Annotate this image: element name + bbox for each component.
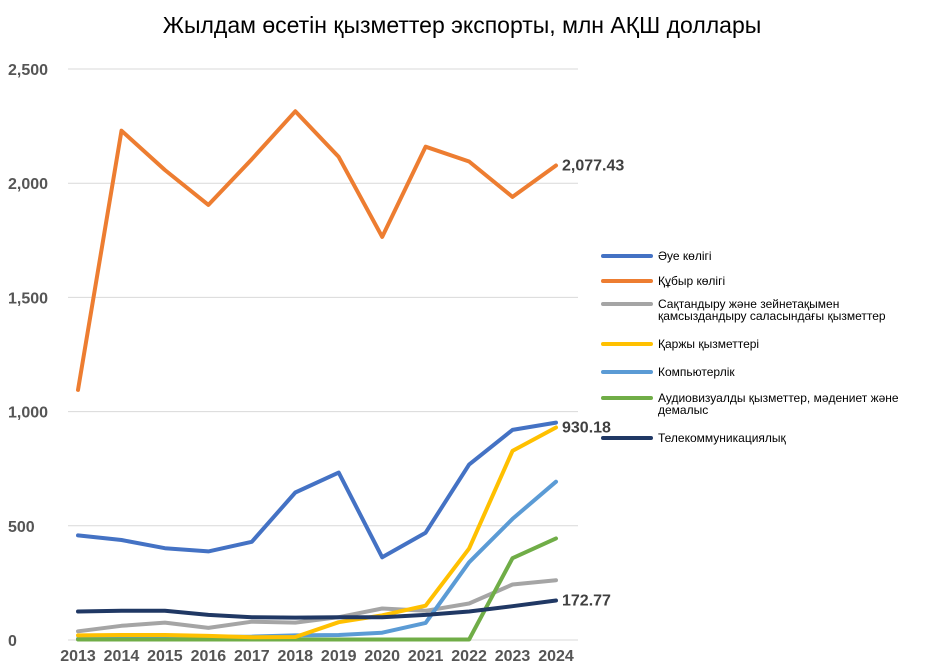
gridlines [68,68,578,641]
data-label: 172.77 [562,593,611,610]
y-tick-label: 1,000 [8,405,48,422]
x-tick-label: 2020 [364,648,400,665]
series-line [76,425,558,640]
legend-entry: Телекоммуникациялық [658,431,787,445]
x-tick-label: 2018 [277,648,313,665]
legend-entry: Құбыр көлігі [658,274,725,288]
series-lines [76,109,558,642]
legend-entry: Сақтандыру және зейнетақымен қамсыздандыр… [658,297,886,323]
legend-entry: Әуе көлігі [658,249,712,263]
y-tick-label: 500 [8,519,35,536]
x-axis-ticks: 2013 2014 2015 2016 2017 2018 2019 2020 2021 2022… [60,648,574,665]
legend-entry: Қаржы қызметтері [658,337,759,351]
chart-title: Жылдам өсетін қызметтер экспорты, млн АҚ… [163,12,762,38]
x-tick-label: 2021 [408,648,444,665]
data-label: 930.18 [562,420,611,437]
series-line [76,598,558,620]
x-tick-label: 2015 [147,648,183,665]
legend: Әуе көлігі Құбыр көлігі Сақтандыру және зе… [601,249,899,445]
data-label: 2,077.43 [562,158,624,175]
x-tick-label: 2016 [191,648,227,665]
series-line [76,479,558,641]
legend-entry: Компьютерлік [658,365,735,379]
legend-entry: Аудиовизуалды қызметтер, мәдениет және де… [658,391,899,417]
y-tick-label: 0 [8,633,17,650]
series-line [76,578,558,634]
data-labels: 930.18 172.77 2,077.43 [562,158,624,610]
y-tick-label: 2,000 [8,176,48,193]
y-tick-label: 1,500 [8,290,48,307]
x-tick-label: 2013 [60,648,96,665]
x-tick-label: 2023 [495,648,531,665]
x-tick-label: 2014 [104,648,140,665]
x-tick-label: 2017 [234,648,270,665]
y-axis-ticks: 0 500 1,000 1,500 2,000 2,500 [8,62,48,650]
y-tick-label: 2,500 [8,62,48,79]
x-tick-label: 2022 [451,648,487,665]
series-line [76,420,558,560]
series-line [76,109,558,392]
x-tick-label: 2019 [321,648,357,665]
x-tick-label: 2024 [538,648,574,665]
series-line [76,536,558,642]
